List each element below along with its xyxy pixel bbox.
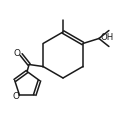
Text: OH: OH [101,33,114,42]
Text: O: O [13,91,20,101]
Text: O: O [14,49,21,58]
